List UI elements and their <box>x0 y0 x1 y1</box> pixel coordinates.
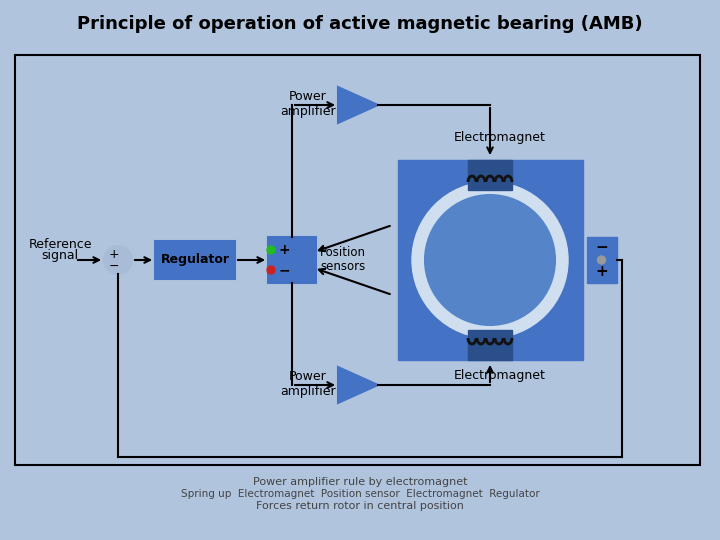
Bar <box>468 160 512 190</box>
Bar <box>397 160 582 360</box>
Text: Forces return rotor in central position: Forces return rotor in central position <box>256 501 464 511</box>
Text: +: + <box>595 265 608 280</box>
Text: amplifier: amplifier <box>280 105 336 118</box>
Text: Power: Power <box>289 370 327 383</box>
Text: Electromagnet: Electromagnet <box>454 132 546 145</box>
Bar <box>587 237 616 283</box>
Bar <box>268 237 316 283</box>
Bar <box>15 55 700 465</box>
Text: −: − <box>109 260 120 273</box>
Text: Power: Power <box>289 91 327 104</box>
Circle shape <box>425 195 555 325</box>
Text: Position: Position <box>320 246 366 259</box>
Circle shape <box>104 246 132 274</box>
Text: Spring up  Electromagnet  Position sensor  Electromagnet  Regulator: Spring up Electromagnet Position sensor … <box>181 489 539 499</box>
Text: amplifier: amplifier <box>280 384 336 397</box>
Bar <box>468 330 512 360</box>
Text: Electromagnet: Electromagnet <box>454 368 546 381</box>
Text: Power amplifier rule by electromagnet: Power amplifier rule by electromagnet <box>253 477 467 487</box>
Text: Regulator: Regulator <box>161 253 230 267</box>
Text: Reference: Reference <box>28 238 91 251</box>
Circle shape <box>412 182 568 338</box>
Text: Principle of operation of active magnetic bearing (AMB): Principle of operation of active magneti… <box>77 15 643 33</box>
Bar <box>155 241 235 279</box>
Circle shape <box>267 266 275 274</box>
Polygon shape <box>338 367 378 403</box>
Text: +: + <box>278 243 290 257</box>
Text: sensors: sensors <box>320 260 365 273</box>
Text: +: + <box>109 248 120 261</box>
Polygon shape <box>338 87 378 123</box>
Circle shape <box>267 246 275 254</box>
Circle shape <box>598 256 606 264</box>
Text: −: − <box>595 240 608 255</box>
Text: −: − <box>278 263 290 277</box>
Text: signal: signal <box>42 249 78 262</box>
